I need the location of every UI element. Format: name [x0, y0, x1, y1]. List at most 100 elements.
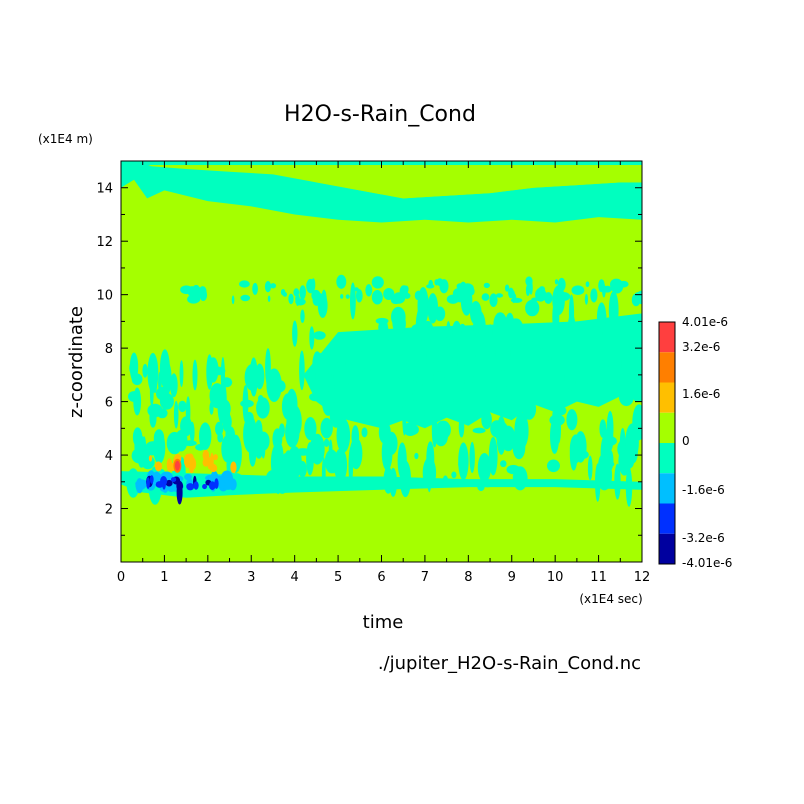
positive-patch: [202, 458, 209, 467]
negative-streak: [256, 397, 270, 419]
negative-streak: [488, 324, 493, 341]
negative-streak: [472, 375, 478, 386]
y-tick-label: 14: [96, 182, 113, 197]
negative-streak: [563, 388, 572, 399]
negative-streak: [474, 320, 479, 339]
negative-streak: [131, 373, 143, 386]
negative-streak: [383, 288, 395, 300]
negative-streak: [215, 421, 224, 436]
negative-streak: [618, 387, 634, 407]
negative-streak: [464, 342, 476, 377]
negative-streak: [345, 294, 350, 299]
peak-negative-patch: [165, 479, 173, 487]
negative-streak: [187, 286, 197, 297]
negative-streak: [577, 333, 587, 356]
negative-streak: [495, 421, 509, 445]
negative-streak: [608, 290, 619, 330]
negative-streak: [529, 281, 533, 295]
negative-streak: [149, 407, 157, 428]
negative-streak: [554, 279, 559, 285]
negative-streak: [485, 336, 495, 363]
x-tick-label: 12: [634, 570, 651, 585]
negative-streak: [380, 319, 389, 351]
negative-streak: [599, 419, 607, 439]
negative-streak: [468, 391, 478, 401]
negative-streak: [134, 435, 145, 458]
x-tick-label: 9: [508, 570, 516, 585]
negative-streak: [340, 294, 344, 299]
peak-negative-patch: [170, 477, 177, 482]
peak-negative-patch: [162, 480, 166, 490]
negative-streak: [452, 320, 462, 344]
negative-streak: [557, 292, 571, 301]
y-axis-label: z-coordinate: [66, 306, 87, 418]
negative-streak: [488, 436, 498, 476]
negative-streak: [514, 437, 521, 455]
negative-streak: [180, 416, 193, 437]
negative-streak: [361, 427, 368, 438]
negative-streak: [184, 286, 189, 292]
negative-streak: [420, 318, 426, 351]
negative-streak: [414, 452, 419, 460]
negative-streak: [483, 282, 490, 289]
negative-streak: [355, 289, 363, 303]
negative-streak: [320, 417, 333, 439]
negative-streak: [587, 455, 593, 481]
negative-streak: [248, 438, 257, 467]
peak-negative-patch: [208, 481, 216, 490]
negative-streak: [599, 308, 607, 326]
negative-streak: [323, 438, 330, 447]
negative-streak: [299, 350, 305, 391]
negative-streak: [458, 416, 465, 438]
negative-streak: [524, 385, 533, 411]
negative-streak: [389, 340, 398, 356]
negative-streak: [472, 427, 486, 434]
negative-streak: [606, 410, 614, 446]
y-tick-label: 6: [105, 396, 113, 411]
negative-streak: [532, 335, 540, 352]
negative-streak: [566, 409, 578, 431]
negative-streak: [446, 321, 451, 343]
negative-streak: [231, 295, 235, 305]
negative-streak: [336, 274, 347, 289]
negative-streak: [336, 418, 351, 453]
negative-streak: [550, 418, 560, 454]
negative-streak: [306, 278, 316, 294]
negative-streak: [395, 355, 406, 380]
negative-streak: [371, 276, 384, 289]
negative-streak: [221, 435, 233, 463]
x-axis-ticks: 0 1 2 3 4 5 6 7 8 9 10 11 12: [117, 161, 650, 585]
y-tick-label: 10: [96, 289, 113, 304]
negative-streak: [426, 284, 435, 289]
colorbar-label: 0: [682, 434, 690, 448]
negative-streak: [435, 420, 451, 440]
negative-streak: [424, 295, 429, 301]
negative-streak: [299, 285, 306, 300]
negative-streak: [209, 383, 225, 409]
negative-streak: [590, 288, 598, 303]
negative-streak: [458, 442, 469, 481]
negative-streak: [170, 373, 178, 398]
low-negative-band: [121, 471, 642, 498]
negative-streak: [249, 357, 258, 397]
x-tick-label: 0: [117, 570, 125, 585]
x-tick-label: 10: [547, 570, 564, 585]
negative-streak: [631, 293, 641, 307]
x-tick-label: 1: [160, 570, 168, 585]
negative-streak: [451, 471, 457, 479]
negative-streak: [375, 343, 385, 362]
negative-streak: [392, 311, 404, 335]
negative-streak: [446, 294, 460, 304]
peak-negative-patch: [155, 481, 164, 488]
chart-title: H2O-s-Rain_Cond: [284, 102, 476, 127]
y-tick-label: 4: [105, 449, 113, 464]
negative-streak: [481, 410, 492, 430]
negative-streak: [403, 292, 411, 299]
colorbar-swatch: [659, 473, 675, 504]
negative-streak: [619, 428, 626, 456]
positive-patch: [148, 455, 153, 462]
y-tick-label: 12: [96, 235, 113, 250]
peak-negative-patch: [186, 483, 195, 491]
negative-streak: [309, 433, 325, 465]
negative-streak: [295, 448, 311, 456]
